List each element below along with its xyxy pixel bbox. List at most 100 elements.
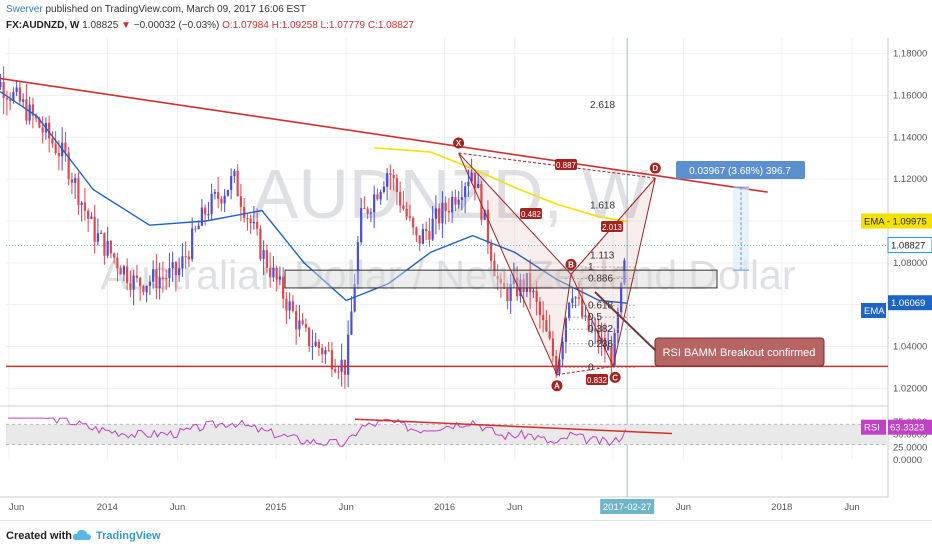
candle-body (184, 256, 187, 258)
candle-body (181, 256, 184, 269)
candle-body (503, 282, 506, 289)
candle-body (493, 260, 496, 277)
candle-body (545, 320, 548, 332)
fib-level-label: 0.618 (588, 300, 613, 311)
candle-body (116, 257, 119, 269)
candle-body (213, 191, 216, 194)
fib-level-label: 0.236 (588, 339, 613, 350)
candle-body (382, 186, 385, 192)
candle-body (376, 194, 379, 200)
tradingview-brand[interactable]: TradingView (96, 530, 161, 542)
candle-body (12, 92, 15, 101)
candle-body (542, 315, 545, 321)
candle-body (74, 178, 77, 183)
candle-body (161, 277, 164, 279)
candle-body (210, 193, 213, 215)
candle-body (379, 191, 382, 200)
candle-body (9, 99, 12, 101)
candle-body (587, 315, 590, 331)
candle-body (581, 298, 584, 317)
candle-body (434, 208, 437, 219)
candle-body (603, 337, 606, 351)
harmonic-point-marker (609, 371, 621, 383)
candle-body (551, 338, 554, 357)
candle-body (366, 208, 369, 214)
candle-body (496, 276, 499, 279)
candle-body (425, 229, 428, 232)
candle-body (324, 350, 327, 355)
candle-body (405, 208, 408, 217)
fib-level-label: 2.618 (590, 100, 615, 111)
candle-body (590, 329, 593, 331)
candle-body (577, 297, 580, 299)
candle-body (41, 127, 44, 133)
candle-body (623, 260, 626, 284)
candle-body (412, 217, 415, 228)
candle-body (438, 208, 441, 224)
time-axis[interactable]: Jun2014Jun2015Jun2016Jun20172017-02-27Ju… (9, 499, 860, 514)
candle-body (483, 209, 486, 220)
candle-body (139, 277, 142, 287)
publisher-name[interactable]: Swerver (6, 4, 43, 15)
candle-body (239, 196, 242, 208)
ratio-tag-label: 0.482 (521, 210, 542, 219)
candle-body (525, 273, 528, 292)
candle-body (204, 207, 207, 215)
change-arrow-icon: ▼ (121, 20, 131, 31)
candle-body (490, 243, 493, 261)
candle-body (516, 277, 519, 297)
ratio-tag (601, 221, 623, 232)
candle-body (249, 218, 252, 224)
ema-fast-name-tag (861, 303, 886, 318)
candle-body (282, 276, 285, 299)
candle-body (171, 262, 174, 269)
candle-body (616, 312, 619, 333)
candle-body (291, 301, 294, 312)
candle-body (145, 285, 148, 293)
candle-body (460, 197, 463, 200)
candle-body (0, 81, 2, 87)
candle-body (194, 228, 197, 230)
candle-body (38, 118, 41, 128)
candle-body (337, 371, 340, 373)
price-axis[interactable]: 1.180001.160001.140001.120001.100001.080… (6, 38, 932, 497)
consolidation-box (284, 269, 718, 289)
candle-body (311, 346, 314, 348)
symbol-title: FX:AUDNZD, W (6, 20, 80, 31)
candle-body (568, 302, 571, 319)
candle-body (444, 202, 447, 212)
candle-body (451, 196, 454, 213)
candle-body (100, 232, 103, 234)
rsi-pane (6, 417, 888, 447)
candle-body (431, 218, 434, 240)
candle-body (607, 346, 610, 351)
candle-body (594, 329, 597, 331)
last-price: 1.08825 (82, 20, 119, 31)
harmonic-point-label: D (652, 164, 658, 173)
symbol-line: FX:AUDNZD, W 1.08825 ▼ −0.00032 (−0.03%)… (6, 20, 414, 31)
candle-body (5, 98, 8, 100)
time-tick-label: 2014 (97, 502, 118, 513)
candle-body (67, 152, 70, 180)
candle-body (477, 184, 480, 188)
candle-body (187, 256, 190, 260)
ema-slow-line (374, 147, 628, 223)
candle-body (369, 212, 372, 214)
rsi-tick-label: 0.0000 (893, 455, 922, 466)
candle-body (561, 341, 564, 360)
candle-body (321, 348, 324, 355)
candle-body (392, 175, 395, 179)
candle-body (272, 267, 275, 278)
fib-level-label: 1.618 (590, 200, 615, 211)
price-tick-label: 1.04000 (893, 341, 927, 352)
candle-body (259, 228, 262, 259)
candle-body (548, 331, 551, 339)
ema-slow-tag (861, 213, 932, 229)
candle-body (54, 143, 57, 154)
candle-body (506, 288, 509, 302)
price-tick-label: 1.14000 (893, 132, 927, 143)
candle-body (275, 267, 278, 280)
candle-body (467, 181, 470, 187)
